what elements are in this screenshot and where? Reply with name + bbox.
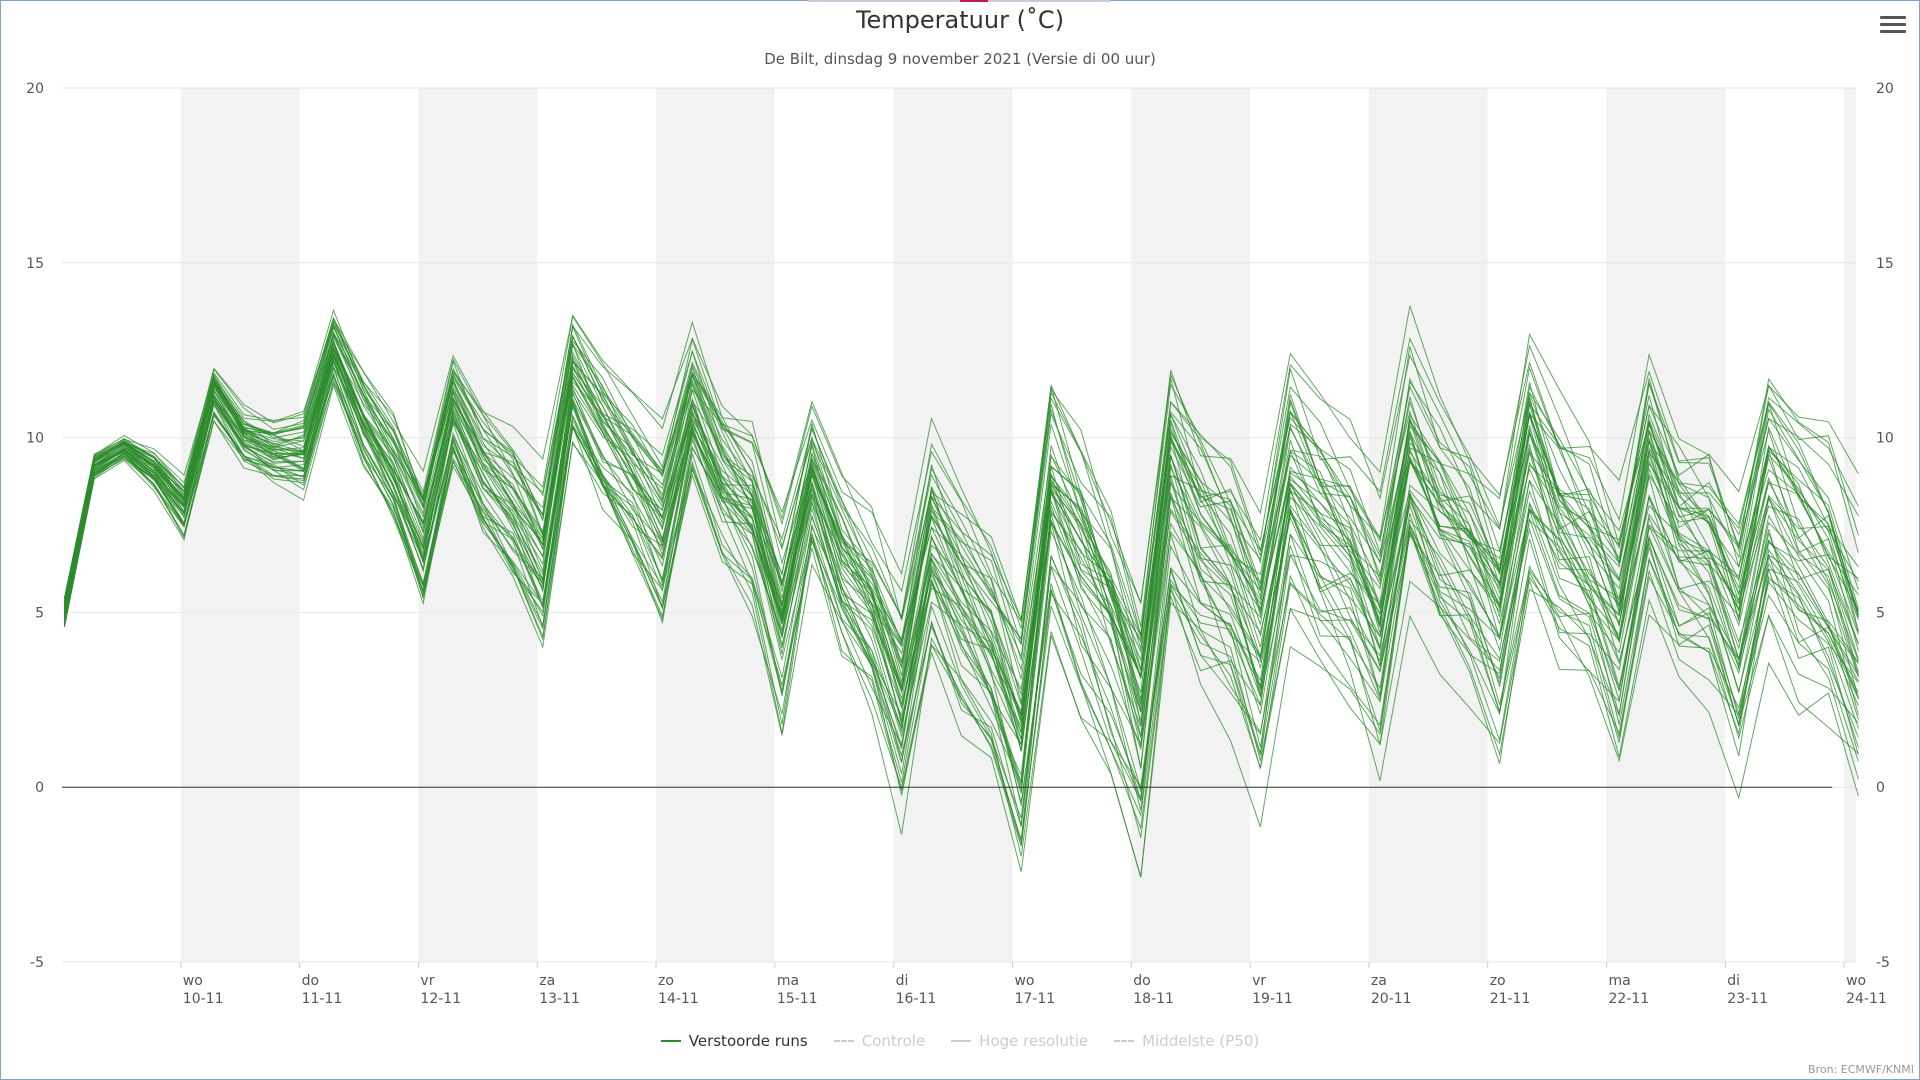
day-band [893, 88, 1013, 962]
x-tick-date: 14-11 [658, 991, 699, 1007]
x-tick-day: vr [420, 973, 434, 989]
x-tick-date: 15-11 [777, 991, 818, 1007]
x-tick-date: 23-11 [1727, 991, 1768, 1007]
legend-item-middelste[interactable]: Middelste (P50) [1114, 1032, 1259, 1050]
x-tick-day: za [1371, 973, 1387, 989]
x-tick-day: wo [1014, 973, 1034, 989]
ensemble-member-line [63, 381, 1859, 842]
chart-subtitle: De Bilt, dinsdag 9 november 2021 (Versie… [764, 50, 1156, 68]
y-tick-label-left: 20 [26, 81, 44, 97]
x-tick-date: 19-11 [1252, 991, 1293, 1007]
legend-item-hoge-resolutie[interactable]: Hoge resolutie [951, 1032, 1088, 1050]
x-tick-date: 20-11 [1371, 991, 1412, 1007]
y-tick-label-left: 0 [35, 780, 44, 796]
x-tick-date: 18-11 [1133, 991, 1174, 1007]
y-tick-label-right: 0 [1876, 780, 1885, 796]
x-tick-day: wo [183, 973, 203, 989]
y-axis-right: -5 0 5 10 15 20 [1876, 81, 1894, 971]
x-tick-date: 16-11 [896, 991, 937, 1007]
legend-symbol [660, 1040, 681, 1042]
x-tick-day: ma [777, 973, 799, 989]
x-tick-date: 11-11 [302, 991, 343, 1007]
x-tick-day: wo [1846, 973, 1866, 989]
day-band [1606, 88, 1726, 962]
y-tick-label-left: 15 [26, 256, 44, 272]
x-tick-day: do [1133, 973, 1150, 989]
credits: Bron: ECMWF/KNMI [1808, 1063, 1914, 1076]
legend-label: Middelste (P50) [1142, 1032, 1260, 1050]
ensemble-member-line [63, 326, 1859, 623]
ensemble-member-line [63, 367, 1859, 794]
x-tick-day: di [1727, 973, 1740, 989]
y-axis-left: -5 0 5 10 15 20 [26, 81, 44, 971]
x-tick-day: za [539, 973, 555, 989]
y-tick-label-left: -5 [30, 955, 44, 971]
legend-item-verstoorde-runs[interactable]: Verstoorde runs [660, 1032, 808, 1050]
x-tick-day: vr [1252, 973, 1266, 989]
top-bar-accent [960, 0, 988, 2]
ensemble-member-line [63, 334, 1859, 677]
x-tick-day: zo [1490, 973, 1506, 989]
ensemble-member-line [63, 375, 1859, 819]
ensemble-member-line [63, 320, 1859, 703]
x-tick-day: di [896, 973, 909, 989]
y-tick-label-right: 15 [1876, 256, 1894, 272]
x-tick-date: 12-11 [420, 991, 461, 1007]
ensemble-member-line [63, 325, 1859, 704]
x-tick-date: 10-11 [183, 991, 224, 1007]
x-tick-day: do [302, 973, 319, 989]
chart-title: Temperatuur (˚C) [855, 6, 1065, 34]
ensemble-member-line [63, 372, 1859, 796]
ensemble-member-line [63, 336, 1859, 768]
legend-label: Controle [861, 1032, 926, 1050]
x-tick-day: ma [1609, 973, 1631, 989]
ensemble-member-line [63, 354, 1859, 747]
day-band [180, 88, 300, 962]
legend: Verstoorde runs Controle Hoge resolutie … [0, 1032, 1920, 1050]
y-tick-label-left: 5 [35, 605, 44, 621]
legend-symbol [833, 1040, 854, 1042]
x-tick-day: zo [658, 973, 674, 989]
legend-symbol [951, 1040, 972, 1042]
x-axis: wo 10-11 do 11-11 vr 12-11 za 13-11 zo 14-11 ma 15-… [180, 962, 1887, 1007]
ensemble-member-line [63, 320, 1859, 725]
menu-icon[interactable] [1880, 16, 1906, 38]
ensemble-member-line [63, 353, 1859, 691]
menu-icon-bar [1880, 23, 1906, 26]
y-tick-label-right: -5 [1876, 955, 1890, 971]
x-tick-date: 21-11 [1490, 991, 1531, 1007]
top-bar [808, 0, 1110, 2]
x-tick-date: 24-11 [1846, 991, 1887, 1007]
legend-label: Verstoorde runs [688, 1032, 808, 1050]
menu-icon-bar [1880, 16, 1906, 19]
ensemble-series [63, 305, 1859, 878]
y-tick-label-right: 5 [1876, 605, 1885, 621]
legend-item-controle[interactable]: Controle [833, 1032, 926, 1050]
day-band [1844, 88, 1856, 962]
legend-label: Hoge resolutie [979, 1032, 1089, 1050]
ensemble-member-line [63, 379, 1859, 846]
y-tick-label-right: 10 [1876, 431, 1894, 447]
ensemble-member-line [63, 355, 1859, 790]
x-tick-date: 17-11 [1014, 991, 1055, 1007]
x-tick-date: 13-11 [539, 991, 580, 1007]
ensemble-member-line [63, 316, 1859, 733]
ensemble-member-line [63, 348, 1859, 737]
y-tick-label-left: 10 [26, 431, 44, 447]
ensemble-member-line [63, 383, 1859, 872]
ensemble-member-line [63, 353, 1859, 878]
legend-symbol [1114, 1040, 1135, 1042]
ensemble-member-line [63, 360, 1859, 847]
menu-icon-bar [1880, 30, 1906, 33]
x-tick-date: 22-11 [1609, 991, 1650, 1007]
y-tick-label-right: 20 [1876, 81, 1894, 97]
